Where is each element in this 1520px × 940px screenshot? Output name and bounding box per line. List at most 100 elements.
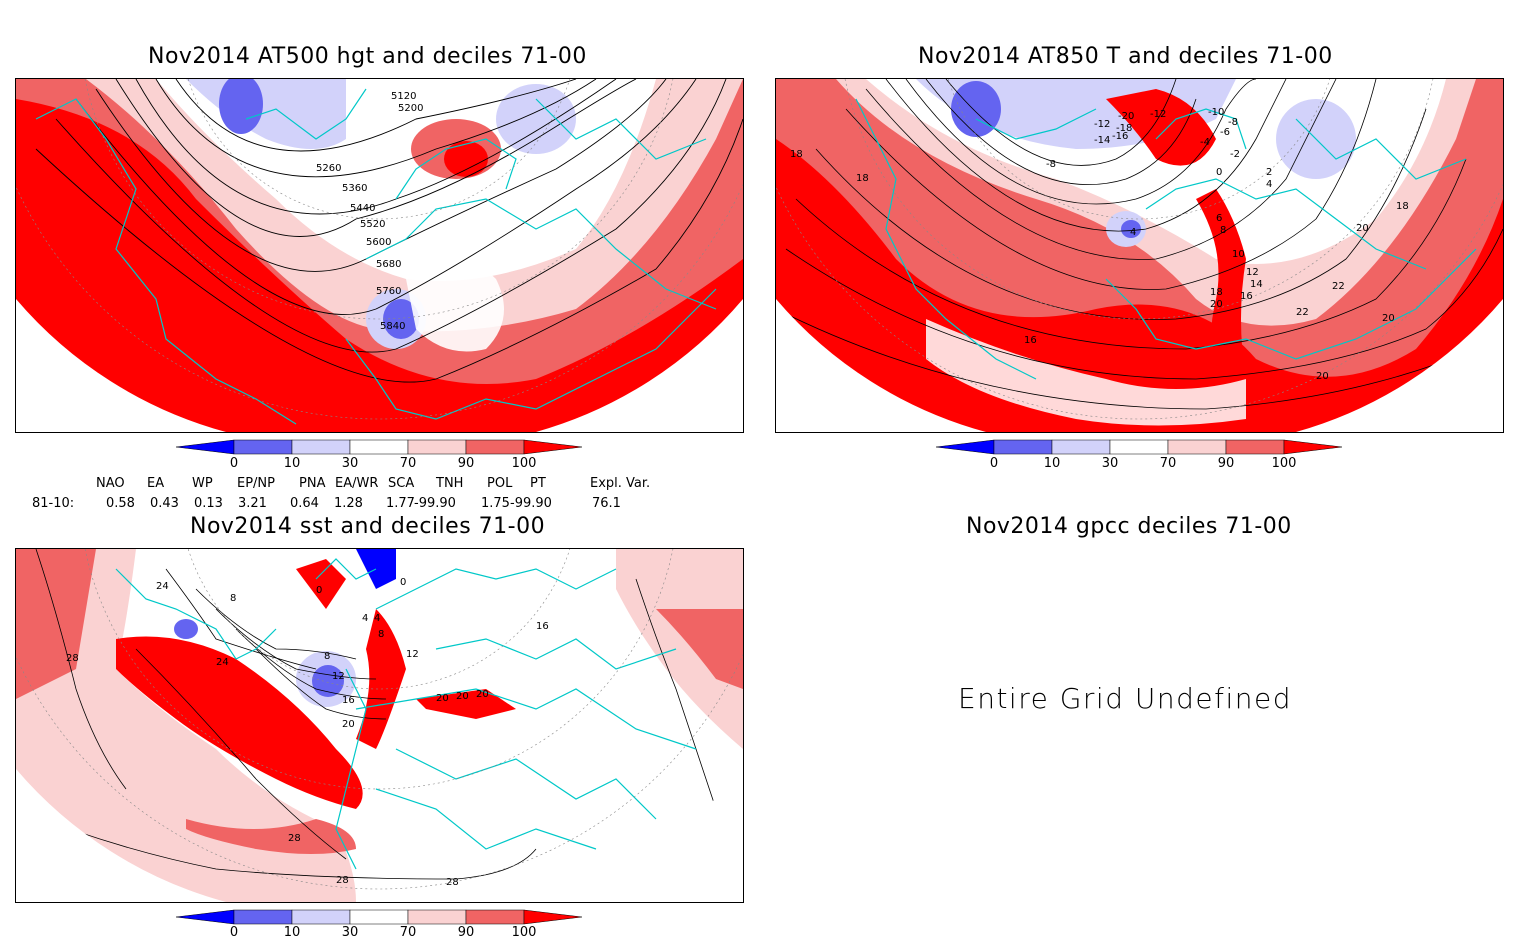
cbar-tick: 100 (511, 925, 537, 940)
svg-text:20: 20 (436, 693, 449, 704)
svg-text:4: 4 (362, 613, 368, 624)
coastlines (35, 88, 717, 425)
svg-text:-8: -8 (1228, 117, 1238, 128)
contour-lines (16, 549, 717, 880)
cbar-tick: 0 (229, 925, 239, 940)
index-name: SCA (388, 476, 415, 491)
svg-text:28: 28 (66, 653, 79, 664)
svg-text:16: 16 (1024, 335, 1037, 346)
panel2-title: Nov2014 AT850 T and deciles 71-00 (918, 44, 1333, 69)
cbar2-seg-6 (1283, 439, 1343, 455)
panel4-title: Nov2014 gpcc deciles 71-00 (966, 514, 1292, 539)
cbar2-seg-4 (1167, 439, 1227, 455)
index-value: -99.90 (510, 496, 552, 511)
svg-text:22: 22 (1296, 307, 1309, 318)
svg-text:6: 6 (1216, 213, 1222, 224)
svg-text:5680: 5680 (376, 259, 401, 270)
cbar2-seg-0 (935, 439, 995, 455)
svg-text:24: 24 (156, 581, 169, 592)
svg-text:20: 20 (1356, 223, 1369, 234)
svg-text:-10: -10 (1208, 107, 1224, 118)
svg-text:18: 18 (1210, 287, 1223, 298)
svg-text:20: 20 (1210, 299, 1223, 310)
svg-text:-2: -2 (1230, 149, 1240, 160)
index-value: 3.21 (238, 496, 267, 511)
svg-text:28: 28 (288, 833, 301, 844)
colorbar-2 (935, 439, 1343, 455)
coastlines (115, 558, 697, 870)
cbar-tick: 90 (457, 925, 475, 940)
cbar-tick: 70 (399, 456, 417, 471)
svg-text:16: 16 (536, 621, 549, 632)
index-value: 0.43 (150, 496, 179, 511)
index-value: 1.75 (481, 496, 510, 511)
index-table: NAO EA WP EP/NP PNA EA/WR SCA TNH POL PT… (0, 474, 700, 514)
svg-text:5840: 5840 (380, 321, 405, 332)
cbar3-seg-6 (523, 909, 583, 925)
colorbar-3 (175, 909, 583, 925)
contour-labels-p1: 5120 5200 5260 5360 5440 5520 5600 5680 … (316, 91, 423, 332)
svg-text:12: 12 (1246, 267, 1259, 278)
cbar1-seg-5 (465, 439, 525, 455)
index-name: EA/WR (335, 476, 379, 491)
cbar1-seg-4 (407, 439, 467, 455)
map-t850: -20 -18 -16 -14 -12 -12 -10 -8 -8 -6 -4 … (776, 79, 1503, 432)
svg-text:-6: -6 (1220, 127, 1230, 138)
svg-text:16: 16 (342, 695, 355, 706)
cbar-tick: 90 (457, 456, 475, 471)
svg-text:5200: 5200 (398, 103, 423, 114)
svg-text:0: 0 (1216, 167, 1222, 178)
cbar-tick: 0 (989, 456, 999, 471)
index-value: -99.90 (414, 496, 456, 511)
svg-text:14: 14 (1250, 279, 1263, 290)
colorbar-1 (175, 439, 583, 455)
index-name: NAO (96, 476, 125, 491)
svg-text:-8: -8 (1046, 159, 1056, 170)
svg-text:4: 4 (1266, 179, 1272, 190)
contour-lines (35, 79, 743, 383)
svg-text:10: 10 (1232, 249, 1245, 260)
index-name: POL (487, 476, 513, 491)
svg-text:4: 4 (374, 613, 380, 624)
svg-text:12: 12 (406, 649, 419, 660)
svg-text:8: 8 (230, 593, 236, 604)
svg-text:0: 0 (400, 577, 406, 588)
index-value: 76.1 (592, 496, 621, 511)
map-panel-sst: 24 24 28 28 28 28 8 0 0 4 4 8 8 12 12 16… (15, 548, 744, 903)
svg-text:18: 18 (1396, 201, 1409, 212)
cbar-tick: 30 (1101, 456, 1119, 471)
index-value: 1.28 (334, 496, 363, 511)
contour-labels-p2: -20 -18 -16 -14 -12 -12 -10 -8 -8 -6 -4 … (790, 107, 1409, 382)
svg-text:-14: -14 (1094, 135, 1110, 146)
index-name: TNH (436, 476, 464, 491)
svg-text:8: 8 (378, 629, 384, 640)
cbar3-seg-1 (233, 909, 293, 925)
panel3-title: Nov2014 sst and deciles 71-00 (190, 514, 546, 539)
panel1-title: Nov2014 AT500 hgt and deciles 71-00 (148, 44, 587, 69)
cbar3-seg-0 (175, 909, 235, 925)
svg-text:20: 20 (342, 719, 355, 730)
index-value: 0.13 (194, 496, 223, 511)
cbar1-seg-1 (233, 439, 293, 455)
svg-text:5260: 5260 (316, 163, 341, 174)
index-name: PT (530, 476, 546, 491)
index-name: Expl. Var. (590, 476, 651, 491)
cbar-tick: 100 (511, 456, 537, 471)
svg-text:5360: 5360 (342, 183, 367, 194)
svg-text:5760: 5760 (376, 286, 401, 297)
svg-text:8: 8 (324, 651, 330, 662)
cbar2-seg-2 (1051, 439, 1111, 455)
map-panel-hgt500: 5120 5200 5260 5360 5440 5520 5600 5680 … (15, 78, 744, 433)
index-name: EA (147, 476, 165, 491)
index-value: 0.64 (290, 496, 319, 511)
svg-text:20: 20 (456, 691, 469, 702)
cbar-tick: 10 (1043, 456, 1061, 471)
cbar-tick: 30 (341, 925, 359, 940)
cbar3-seg-5 (465, 909, 525, 925)
index-name: EP/NP (237, 476, 275, 491)
cbar1-seg-2 (291, 439, 351, 455)
svg-text:5600: 5600 (366, 237, 391, 248)
svg-text:20: 20 (476, 689, 489, 700)
svg-text:24: 24 (216, 657, 229, 668)
cbar1-seg-3 (349, 439, 409, 455)
